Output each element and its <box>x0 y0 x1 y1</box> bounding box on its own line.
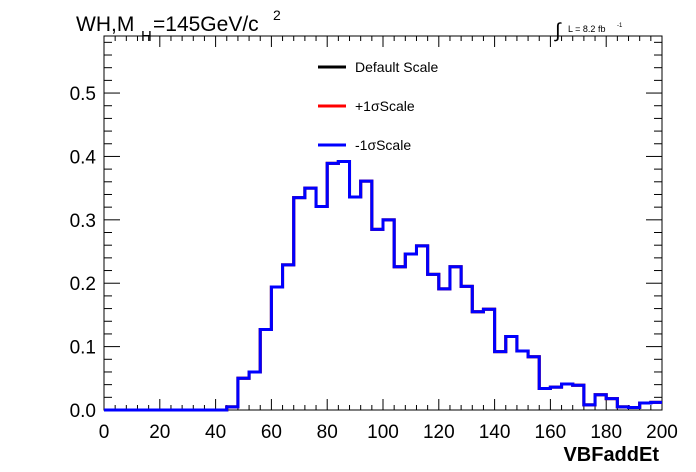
x-tick-label: 160 <box>535 422 567 443</box>
y-tick-label: 0.5 <box>70 84 96 105</box>
x-tick-label: 200 <box>646 422 678 443</box>
y-tick-label: 0.2 <box>70 274 96 295</box>
x-tick-labels: 0 20 40 60 80 100 120 140 160 180 200 <box>99 422 678 443</box>
y-tick-label: 0.0 <box>70 401 96 422</box>
y-tick-label: 0.4 <box>70 147 97 168</box>
histogram-line-3 <box>104 160 662 412</box>
x-tick-label: 80 <box>317 422 338 443</box>
legend-label-2: +1σScale <box>355 98 415 114</box>
x-axis-title: VBFaddEt <box>563 444 659 466</box>
x-tick-label: 0 <box>99 422 110 443</box>
legend: Default Scale +1σScale -1σScale <box>318 59 438 153</box>
x-tick-label: 100 <box>367 422 399 443</box>
legend-label-1: Default Scale <box>355 59 438 75</box>
x-tick-label: 20 <box>149 422 170 443</box>
x-tick-label: 120 <box>423 422 455 443</box>
x-tick-label: 40 <box>205 422 226 443</box>
histogram-line-2 <box>104 160 662 412</box>
lumi-superscript: -1 <box>617 23 623 29</box>
histogram-series <box>104 160 662 412</box>
chart-title-superscript: 2 <box>273 7 281 23</box>
x-tick-label: 60 <box>261 422 282 443</box>
integral-sign: ∫ <box>554 20 562 42</box>
x-tick-label: 180 <box>590 422 622 443</box>
histogram-line-1 <box>104 160 662 412</box>
y-tick-label: 0.1 <box>70 338 96 359</box>
y-tick-label: 0.3 <box>70 211 96 232</box>
axis-ticks <box>103 36 663 411</box>
x-tick-label: 140 <box>479 422 511 443</box>
chart-title-main: WH,M <box>76 13 134 36</box>
y-tick-labels: 0.0 0.1 0.2 0.3 0.4 0.5 <box>70 84 97 422</box>
lumi-label: L = 8.2 fb <box>568 24 605 34</box>
legend-label-3: -1σScale <box>355 137 411 153</box>
chart-title-rest: =145GeV/c <box>153 13 259 36</box>
